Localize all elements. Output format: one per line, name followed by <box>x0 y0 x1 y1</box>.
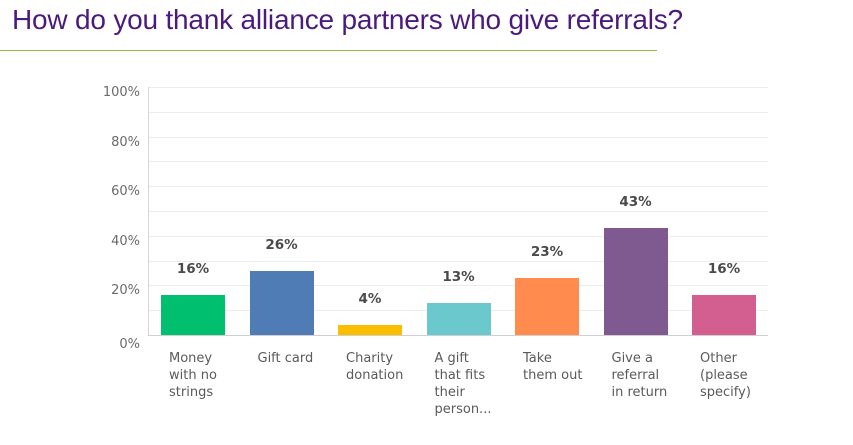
gridline <box>148 260 768 262</box>
y-tick-label: 0% <box>119 337 140 352</box>
gridline <box>148 111 768 113</box>
x-axis-line <box>148 335 768 336</box>
category-label: Other (please specify) <box>700 351 751 400</box>
bar-value-label: 16% <box>176 261 210 278</box>
bar[interactable] <box>338 325 402 335</box>
gridline <box>148 136 768 138</box>
bar-value-label: 23% <box>530 243 564 260</box>
y-tick-label: 80% <box>111 134 140 150</box>
y-axis-line <box>148 87 149 336</box>
bar-value-label: 26% <box>265 236 298 253</box>
category-label: Give a referral in return <box>611 351 668 400</box>
category-label: Take them out <box>523 351 583 383</box>
gridline <box>148 161 768 163</box>
gridline <box>148 211 768 212</box>
y-tick-label: 40% <box>111 233 140 249</box>
title-underline <box>0 50 657 51</box>
category-label: A gift that fits their person... <box>434 351 492 417</box>
bar-value-label: 43% <box>619 194 652 211</box>
bar[interactable] <box>426 302 491 335</box>
category-label: Charity donation <box>346 351 404 383</box>
y-tick-label: 60% <box>111 184 140 200</box>
gridline <box>148 186 768 188</box>
bar-value-label: 16% <box>707 261 741 278</box>
bar[interactable] <box>515 277 579 335</box>
bar[interactable] <box>249 270 314 335</box>
gridline <box>148 285 768 287</box>
category-label: Money with no strings <box>169 351 217 400</box>
gridline <box>148 235 768 237</box>
bar[interactable] <box>692 295 756 335</box>
bar[interactable] <box>603 228 668 335</box>
category-label: Gift card <box>257 351 314 366</box>
y-tick-label: 20% <box>111 283 140 299</box>
bar[interactable] <box>161 295 225 335</box>
plot-area: 16% 26% 4% 13% 23% 43% 16% <box>148 87 768 335</box>
bar-value-label: 13% <box>442 268 475 285</box>
gridline <box>148 87 768 88</box>
y-tick-label: 100% <box>102 85 140 100</box>
bar-value-label: 4% <box>358 291 382 308</box>
chart-title: How do you thank alliance partners who g… <box>12 4 683 35</box>
